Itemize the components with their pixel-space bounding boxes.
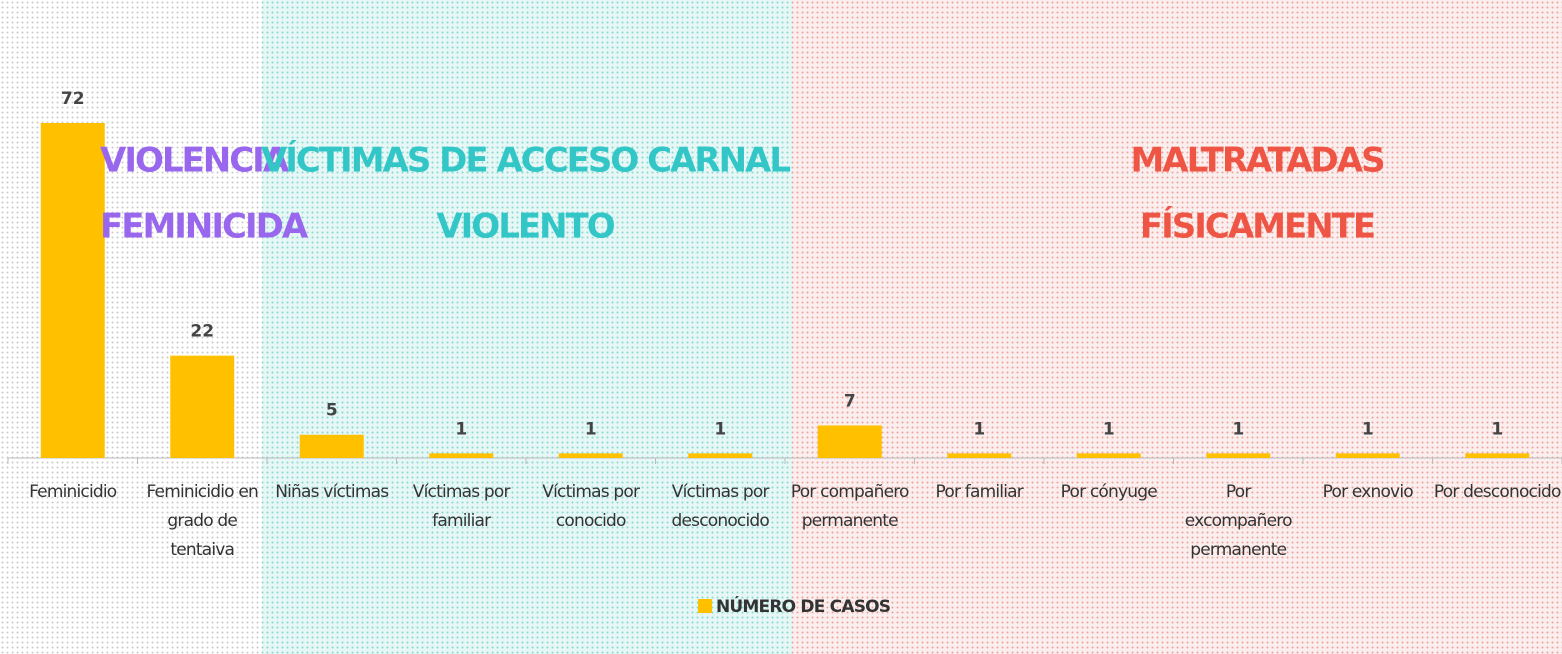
x-tick-label: Por excompañero permanente bbox=[1185, 482, 1292, 560]
data-label: 22 bbox=[190, 322, 214, 342]
region-bg bbox=[792, 0, 1562, 654]
bar bbox=[1465, 453, 1530, 458]
annotation: FÍSICAMENTE bbox=[1140, 206, 1374, 247]
x-tick-label: Feminicidio en grado de tentaiva bbox=[146, 482, 258, 560]
bar bbox=[170, 355, 235, 458]
bar bbox=[1206, 453, 1271, 458]
data-label: 7 bbox=[844, 391, 856, 411]
annotation: FEMINICIDA bbox=[100, 207, 309, 247]
x-tick-label: Feminicidio bbox=[29, 482, 117, 502]
x-tick-label: Por familiar bbox=[936, 482, 1024, 502]
region-bg bbox=[262, 0, 792, 654]
annotation: VÍCTIMAS DE ACCESO CARNAL bbox=[261, 140, 790, 181]
bar bbox=[1335, 453, 1400, 458]
x-tick-label: Niñas víctimas bbox=[275, 482, 389, 502]
data-label: 1 bbox=[455, 419, 467, 439]
data-label: 1 bbox=[1491, 419, 1503, 439]
x-tick-label: Víctimas por familiar bbox=[413, 482, 511, 531]
data-label: 1 bbox=[1232, 419, 1244, 439]
bar bbox=[947, 453, 1012, 458]
legend-swatch bbox=[698, 599, 712, 613]
legend-label: NÚMERO DE CASOS bbox=[716, 595, 890, 617]
data-label: 5 bbox=[326, 401, 338, 421]
data-label: 1 bbox=[714, 419, 726, 439]
data-label: 1 bbox=[585, 419, 597, 439]
bar bbox=[558, 453, 623, 458]
data-label: 1 bbox=[1362, 419, 1374, 439]
bar bbox=[1076, 453, 1141, 458]
x-tick-label: Víctimas por conocido bbox=[542, 482, 640, 531]
bar bbox=[40, 123, 105, 458]
x-tick-label: Por cónyuge bbox=[1061, 482, 1158, 502]
bar bbox=[688, 453, 753, 458]
bar bbox=[429, 453, 494, 458]
bar bbox=[299, 434, 364, 458]
x-tick-label: Por exnovio bbox=[1323, 482, 1414, 502]
x-tick-label: Por desconocido bbox=[1434, 482, 1561, 502]
annotation: VIOLENCIA bbox=[100, 141, 290, 181]
bar bbox=[817, 425, 882, 458]
x-tick-label: Víctimas por desconocido bbox=[672, 482, 770, 531]
data-label: 1 bbox=[1103, 419, 1115, 439]
x-tick-label: Por compañero permanente bbox=[791, 482, 909, 531]
annotation: VIOLENTO bbox=[436, 207, 614, 247]
data-label: 72 bbox=[61, 89, 85, 109]
data-label: 1 bbox=[973, 419, 985, 439]
annotation: MALTRATADAS bbox=[1130, 141, 1383, 181]
